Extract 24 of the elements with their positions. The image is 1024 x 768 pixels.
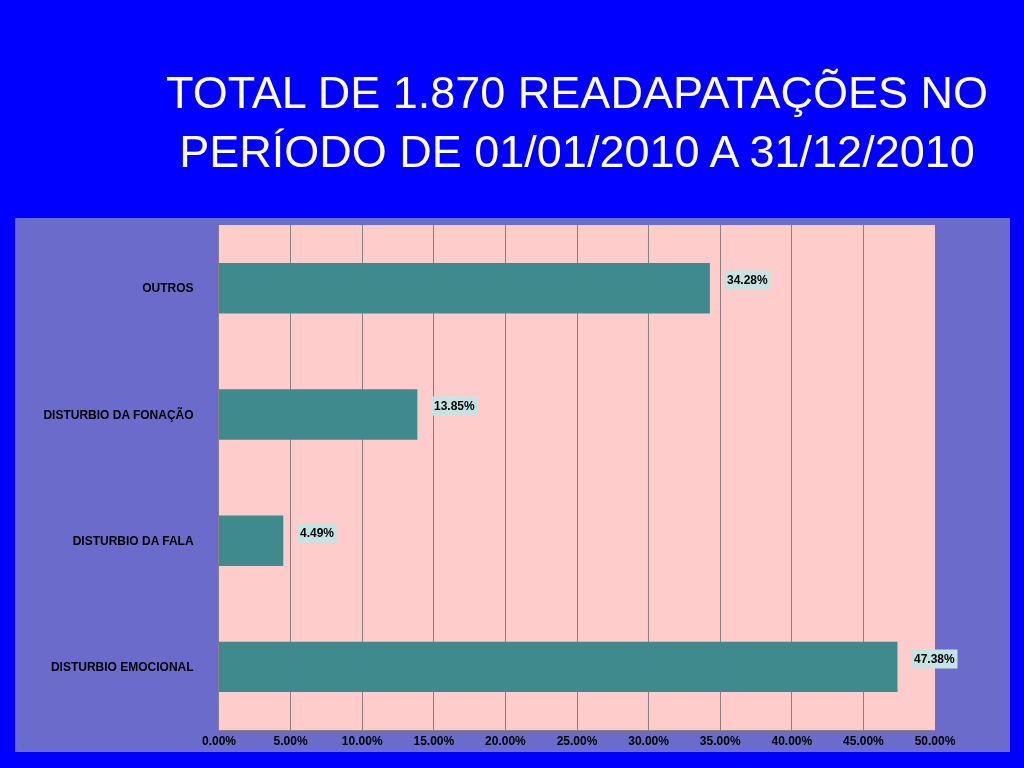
data-label: 4.49% (300, 526, 335, 540)
x-tick-label: 5.00% (273, 734, 308, 749)
chart-title: TOTAL DE 1.870 READAPATAÇÕES NO PERÍODO DE 01/01/2010 A 31/12/2010 (166, 67, 988, 177)
x-tick-label: 20.00% (485, 734, 527, 749)
x-tick-label: 40.00% (771, 734, 813, 749)
x-tick-label: 45.00% (843, 734, 885, 749)
data-label: 34.28% (727, 273, 769, 287)
y-tick-label: OUTROS (142, 281, 194, 296)
x-tick-label: 30.00% (628, 734, 670, 749)
bar (219, 641, 898, 693)
bar (219, 515, 284, 566)
bar (219, 389, 418, 440)
x-tick-label: 10.00% (341, 734, 383, 749)
x-tick-label: 0.00% (201, 734, 237, 749)
y-tick-label: DISTURBIO EMOCIONAL (50, 660, 194, 675)
data-label: 47.38% (914, 652, 956, 666)
bar (219, 262, 710, 314)
data-label: 13.85% (434, 399, 476, 413)
x-tick-label: 35.00% (699, 734, 741, 749)
y-tick-label: DISTURBIO DA FONAÇÃO (43, 406, 194, 422)
x-tick-label: 50.00% (914, 734, 956, 749)
x-tick-label: 15.00% (413, 734, 455, 749)
y-tick-label: DISTURBIO DA FALA (72, 533, 194, 548)
x-tick-label: 25.00% (556, 734, 598, 749)
